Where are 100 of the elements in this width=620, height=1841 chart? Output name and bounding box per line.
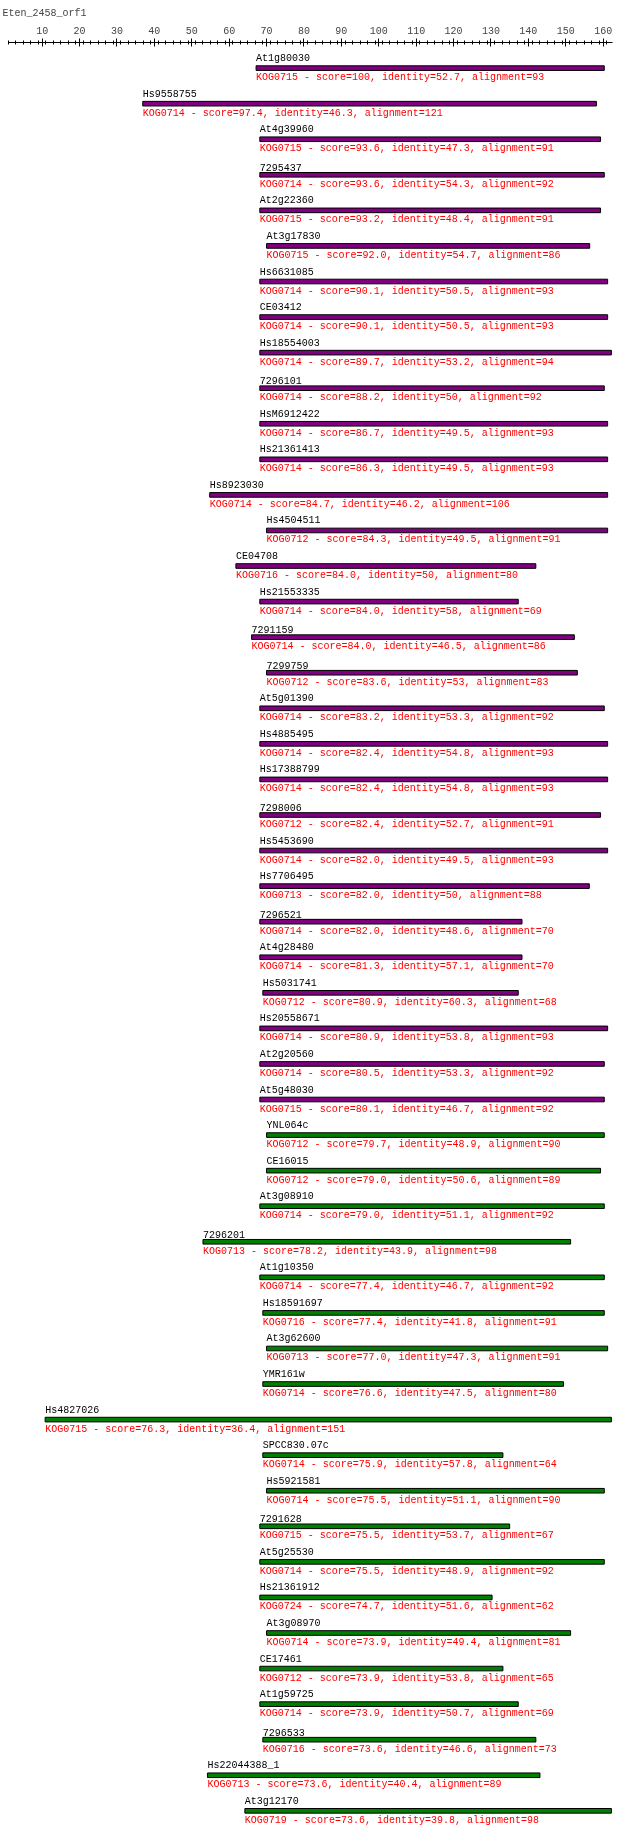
- y-tick-label: At5g25530: [259, 1546, 314, 1558]
- x-tick-label: 40: [148, 25, 161, 37]
- y-tick-label: Hs7706495: [259, 871, 314, 883]
- bar: [262, 1736, 537, 1743]
- y-tick-label: At1g59725: [259, 1689, 314, 1701]
- data-label: KOG0715 - score=76.3, identity=36.4, alignment=151: [45, 1423, 346, 1435]
- y-tick-label: CE17461: [259, 1653, 302, 1665]
- bar: [142, 100, 597, 107]
- bar: [259, 314, 609, 320]
- y-tick-label: At4g39960: [259, 124, 314, 136]
- y-tick-label: At3g17830: [266, 230, 321, 242]
- bar: [259, 1203, 605, 1210]
- data-label: KOG0712 - score=83.6, identity=53, alignment=83: [266, 676, 549, 688]
- data-label: KOG0714 - score=79.0, identity=51.1, alignment=92: [259, 1210, 554, 1222]
- y-tick-label: At5g01390: [259, 693, 314, 705]
- x-tick-label: 50: [185, 25, 198, 37]
- x-tick-label: 160: [594, 25, 613, 37]
- data-label: KOG0712 - score=84.3, identity=49.5, alignment=91: [266, 534, 561, 546]
- y-tick-label: YNL064c: [266, 1120, 309, 1132]
- data-label: KOG0714 - score=89.7, identity=53.2, alignment=94: [259, 356, 554, 368]
- data-label: KOG0714 - score=90.1, identity=50.5, alignment=93: [259, 285, 554, 297]
- data-label: KOG0714 - score=86.3, identity=49.5, alignment=93: [259, 463, 554, 475]
- x-tick-label: 70: [260, 25, 273, 37]
- x-tick-label: 150: [556, 25, 575, 37]
- y-tick-label: Hs18554003: [259, 337, 320, 349]
- bar: [259, 1665, 504, 1672]
- bar: [266, 1132, 605, 1138]
- bar: [259, 1594, 493, 1601]
- data-label: KOG0719 - score=73.6, identity=39.8, alignment=98: [244, 1814, 539, 1826]
- bar: [259, 1523, 511, 1530]
- x-tick-label: 120: [444, 25, 463, 37]
- y-tick-label: 7291628: [259, 1514, 302, 1526]
- y-tick-label: 7296533: [262, 1727, 305, 1739]
- data-label: KOG0715 - score=75.5, identity=53.7, alignment=67: [259, 1530, 554, 1542]
- bar: [259, 456, 609, 463]
- data-label: KOG0712 - score=82.4, identity=52.7, alignment=91: [259, 818, 554, 830]
- data-label: KOG0716 - score=84.0, identity=50, alignment=80: [235, 570, 518, 582]
- y-tick-label: 7298006: [259, 802, 302, 814]
- data-label: KOG0724 - score=74.7, identity=51.6, alignment=62: [259, 1601, 554, 1613]
- x-tick-label: 20: [73, 25, 86, 37]
- data-label: KOG0712 - score=80.9, identity=60.3, alignment=68: [262, 996, 557, 1008]
- data-label: KOG0716 - score=73.6, identity=46.6, alignment=73: [262, 1743, 557, 1755]
- data-label: KOG0714 - score=90.1, identity=50.5, alignment=93: [259, 321, 554, 333]
- data-label: KOG0714 - score=84.0, identity=46.5, alignment=86: [251, 641, 546, 653]
- bar: [262, 1452, 504, 1458]
- x-tick-label: 90: [335, 25, 348, 37]
- bar: [251, 634, 575, 640]
- y-tick-label: Hs8923030: [209, 479, 264, 491]
- data-label: KOG0713 - score=82.0, identity=50, alignment=88: [259, 890, 542, 902]
- y-tick-label: SPCC830.07c: [262, 1440, 329, 1452]
- bar: [259, 1559, 605, 1565]
- bar: [266, 527, 609, 534]
- data-label: KOG0715 - score=93.2, identity=48.4, alignment=91: [259, 214, 554, 226]
- y-tick-label: 7296201: [202, 1229, 245, 1241]
- data-label: KOG0713 - score=77.0, identity=47.3, alignment=91: [266, 1352, 561, 1364]
- bar: [259, 136, 602, 143]
- data-label: KOG0712 - score=73.9, identity=53.8, alignment=65: [259, 1672, 554, 1684]
- data-label: KOG0714 - score=88.2, identity=50, alignment=92: [259, 392, 542, 404]
- data-label: KOG0714 - score=77.4, identity=46.7, alignment=92: [259, 1281, 554, 1293]
- data-label: KOG0715 - score=80.1, identity=46.7, alignment=92: [259, 1103, 554, 1115]
- y-tick-label: Hs18591697: [262, 1297, 323, 1309]
- y-tick-label: Hs21361912: [259, 1582, 320, 1594]
- bar: [259, 918, 523, 925]
- y-tick-label: CE03412: [259, 302, 302, 314]
- data-label: KOG0714 - score=82.0, identity=48.6, alignment=70: [259, 925, 554, 937]
- y-tick-label: 7291159: [251, 625, 294, 637]
- data-label: KOG0714 - score=93.6, identity=54.3, alignment=92: [259, 178, 554, 190]
- y-tick-label: Hs21361413: [259, 444, 320, 456]
- y-tick-label: Hs17388799: [259, 764, 320, 776]
- bar: [44, 1416, 612, 1423]
- data-label: KOG0715 - score=92.0, identity=54.7, alignment=86: [266, 249, 561, 261]
- bar: [262, 990, 519, 996]
- bar: [259, 776, 609, 783]
- y-tick-label: Hs6631085: [259, 266, 314, 278]
- data-label: KOG0714 - score=86.7, identity=49.5, alignment=93: [259, 427, 554, 439]
- bar: [259, 954, 523, 961]
- x-tick-label: 30: [110, 25, 123, 37]
- y-tick-label: Hs9558755: [142, 88, 197, 100]
- bar: [266, 1487, 605, 1494]
- data-label: KOG0713 - score=73.6, identity=40.4, alignment=89: [207, 1779, 502, 1791]
- y-tick-label: At2g20560: [259, 1048, 314, 1060]
- y-tick-label: At3g12170: [244, 1795, 299, 1807]
- bar: [259, 741, 609, 747]
- data-label: KOG0712 - score=79.0, identity=50.6, alignment=89: [266, 1174, 561, 1186]
- data-label: KOG0716 - score=77.4, identity=41.8, alignment=91: [262, 1316, 557, 1328]
- bar: [266, 669, 578, 676]
- data-label: KOG0714 - score=76.6, identity=47.5, alignment=80: [262, 1388, 557, 1400]
- data-label: KOG0714 - score=80.9, identity=53.8, alignment=93: [259, 1032, 554, 1044]
- y-tick-label: CE16015: [266, 1155, 309, 1167]
- bar: [259, 420, 609, 427]
- bar: [259, 1061, 605, 1067]
- data-label: KOG0714 - score=97.4, identity=46.3, alignment=121: [142, 107, 443, 119]
- bar: [209, 492, 609, 498]
- y-tick-label: Hs21553335: [259, 586, 320, 598]
- bar: [259, 598, 519, 605]
- y-tick-label: Hs5453690: [259, 835, 314, 847]
- bar: [259, 812, 602, 818]
- bar: [266, 1167, 602, 1174]
- y-tick-label: 7296521: [259, 909, 302, 921]
- x-tick-label: 130: [481, 25, 500, 37]
